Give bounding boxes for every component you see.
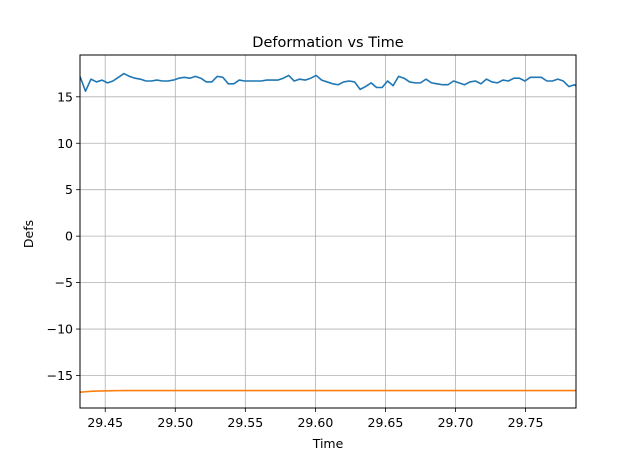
chart-title: Deformation vs Time: [252, 35, 403, 51]
x-tick-label: 29.75: [508, 415, 544, 430]
x-tick-label: 29.55: [227, 415, 263, 430]
x-tick-label: 29.45: [87, 415, 123, 430]
x-tick-label: 29.50: [157, 415, 193, 430]
y-tick-label: 10: [57, 136, 73, 151]
series-line-2: [80, 389, 576, 394]
y-tick-label: 0: [65, 229, 73, 244]
series-group: [80, 72, 576, 394]
x-axis-label: Time: [312, 436, 344, 451]
y-axis-label: Defs: [21, 220, 36, 248]
y-tick-label: −5: [55, 275, 73, 290]
x-tick-label: 29.60: [297, 415, 333, 430]
axes-frame: [79, 54, 577, 409]
plot-area: [80, 72, 576, 394]
y-axis: 15 10 5 0 −5 −10 −15: [47, 89, 80, 383]
y-tick-label: 5: [65, 182, 73, 197]
y-tick-label: 15: [57, 89, 73, 104]
x-tick-label: 29.70: [438, 415, 474, 430]
y-tick-label: −10: [47, 322, 73, 337]
x-tick-label: 29.65: [368, 415, 404, 430]
y-tick-label: −15: [47, 368, 73, 383]
x-axis: 29.45 29.50 29.55 29.60 29.65 29.70 29.75: [87, 408, 543, 430]
series-line-1: [80, 72, 576, 93]
grid-lines: [80, 55, 576, 408]
